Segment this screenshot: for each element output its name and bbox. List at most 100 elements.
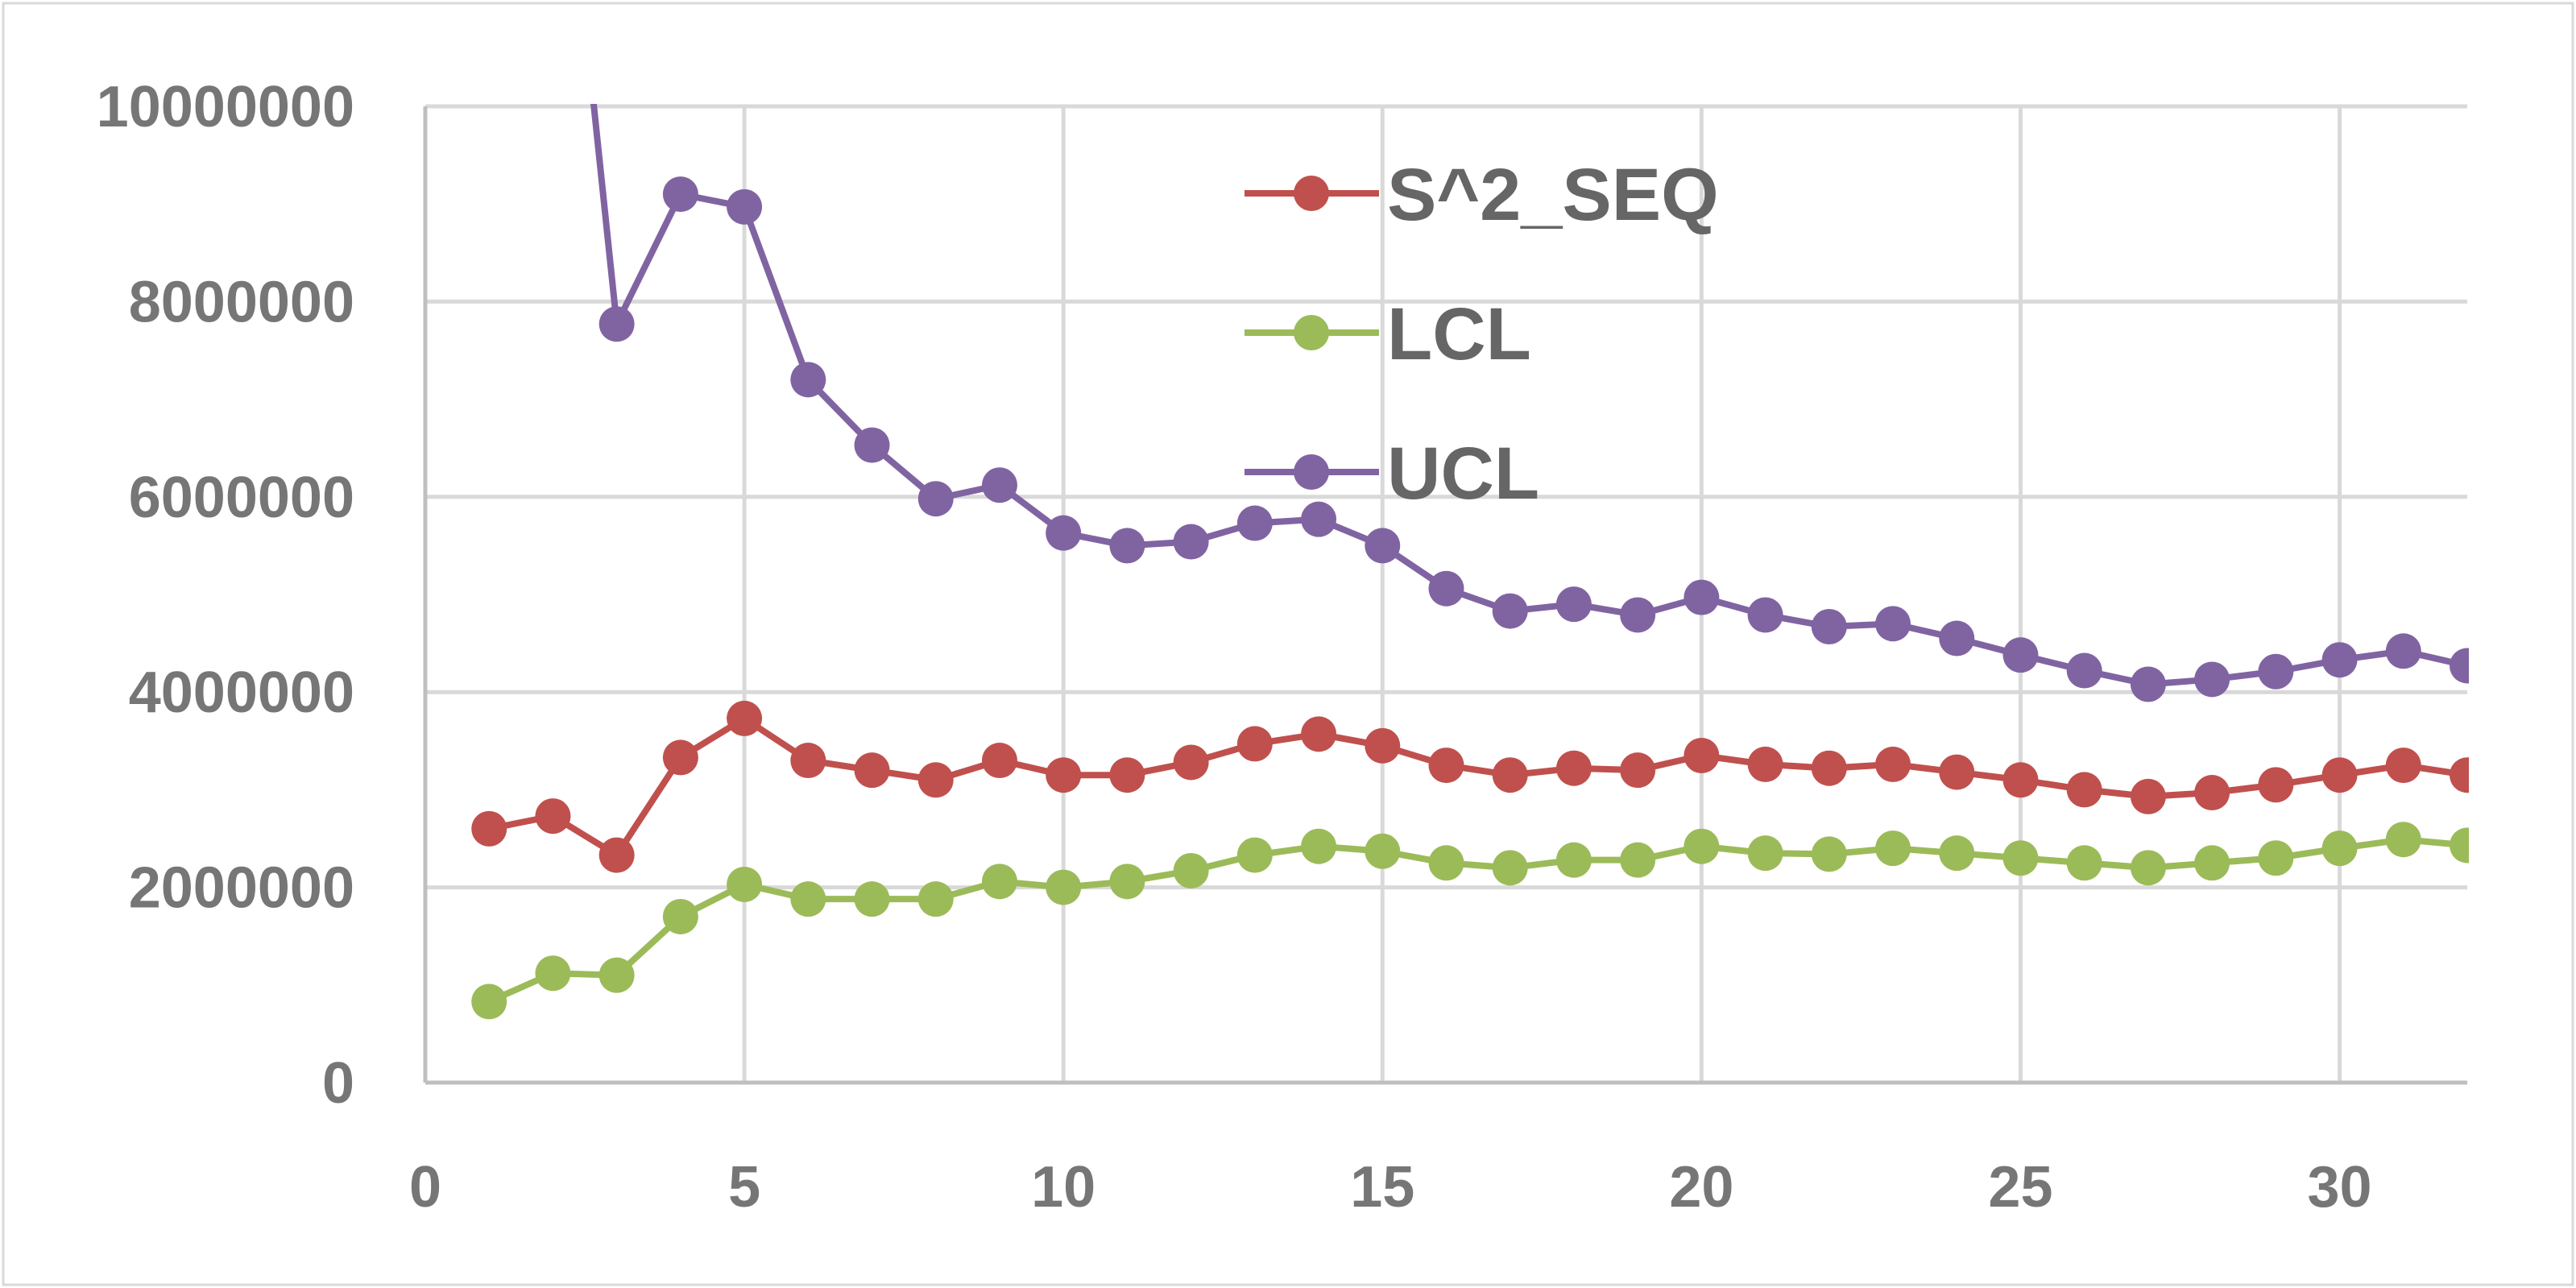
data-point-s-2-seq xyxy=(1875,746,1911,782)
data-point-ucl xyxy=(2258,653,2294,690)
y-tick-label: 6000000 xyxy=(129,466,354,530)
data-point-ucl xyxy=(2066,652,2102,689)
data-point-ucl xyxy=(981,467,1017,503)
data-point-ucl xyxy=(2002,637,2039,673)
legend-label-lcl: LCL xyxy=(1387,293,1531,375)
data-point-ucl xyxy=(2450,648,2469,684)
legend-label-s-2-seq: S^2_SEQ xyxy=(1387,154,1719,236)
x-tick-label: 10 xyxy=(1031,1155,1095,1220)
y-tick-label: 0 xyxy=(322,1051,354,1116)
data-point-lcl xyxy=(2002,840,2039,876)
y-tick-label: 8000000 xyxy=(129,270,354,334)
data-point-ucl xyxy=(1046,515,1082,551)
data-point-lcl xyxy=(2130,850,2166,886)
data-point-lcl xyxy=(1811,836,1847,872)
data-point-s-2-seq xyxy=(2385,748,2421,784)
data-point-s-2-seq xyxy=(2002,762,2039,798)
data-point-s-2-seq xyxy=(727,700,763,736)
data-point-ucl xyxy=(2321,642,2358,678)
data-point-ucl xyxy=(1875,606,1911,642)
data-point-s-2-seq xyxy=(917,762,954,798)
data-point-lcl xyxy=(1875,830,1911,867)
data-point-lcl xyxy=(1747,835,1783,872)
data-point-ucl xyxy=(1620,597,1656,633)
data-point-s-2-seq xyxy=(981,743,1017,779)
data-point-lcl xyxy=(917,881,954,917)
data-point-s-2-seq xyxy=(1811,750,1847,786)
data-point-lcl xyxy=(1365,833,1401,869)
data-point-s-2-seq xyxy=(2130,778,2166,814)
data-point-lcl xyxy=(1555,842,1592,878)
data-point-ucl xyxy=(727,188,763,225)
data-point-s-2-seq xyxy=(1173,744,1209,781)
data-point-lcl xyxy=(1301,828,1337,864)
data-point-s-2-seq xyxy=(2258,767,2294,803)
data-point-lcl xyxy=(2450,827,2469,863)
data-point-lcl xyxy=(727,866,763,902)
data-point-ucl xyxy=(1236,505,1273,541)
data-point-ucl xyxy=(917,481,954,517)
y-tick-label: 4000000 xyxy=(129,661,354,725)
data-point-lcl xyxy=(1684,828,1720,864)
data-point-lcl xyxy=(2321,830,2358,867)
data-point-s-2-seq xyxy=(1747,746,1783,782)
x-tick-label: 25 xyxy=(1988,1155,2052,1220)
data-point-ucl xyxy=(1301,501,1337,537)
data-point-ucl xyxy=(598,306,635,342)
data-point-lcl xyxy=(2385,822,2421,858)
data-point-ucl xyxy=(2194,661,2230,698)
legend-marker-s-2-seq xyxy=(1294,176,1329,211)
data-point-s-2-seq xyxy=(1620,752,1656,789)
legend-item-lcl: LCL xyxy=(1245,293,1531,375)
series-ucl xyxy=(590,104,2469,702)
data-point-s-2-seq xyxy=(1939,754,1975,790)
data-point-ucl xyxy=(1492,593,1528,629)
data-point-lcl xyxy=(1236,837,1273,873)
data-point-s-2-seq xyxy=(1301,716,1337,752)
data-point-lcl xyxy=(471,984,507,1020)
data-point-s-2-seq xyxy=(854,752,890,789)
data-point-s-2-seq xyxy=(790,743,826,779)
legend-item-s-2-seq: S^2_SEQ xyxy=(1245,154,1719,236)
data-point-lcl xyxy=(2258,840,2294,876)
data-point-ucl xyxy=(1811,608,1847,644)
x-tick-label: 15 xyxy=(1350,1155,1414,1220)
x-tick-label: 20 xyxy=(1669,1155,1733,1220)
data-point-ucl xyxy=(1747,597,1783,633)
data-point-lcl xyxy=(1492,850,1528,886)
data-point-lcl xyxy=(535,955,571,992)
x-tick-label: 0 xyxy=(409,1155,441,1220)
data-point-s-2-seq xyxy=(1365,727,1401,764)
series-layer xyxy=(471,104,2469,1020)
data-point-s-2-seq xyxy=(1046,757,1082,793)
data-point-s-2-seq xyxy=(1492,757,1528,793)
axes xyxy=(423,106,2467,1085)
data-point-s-2-seq xyxy=(662,739,698,776)
y-tick-label: 2000000 xyxy=(129,856,354,921)
data-point-ucl xyxy=(1365,528,1401,564)
data-point-lcl xyxy=(598,957,635,993)
data-point-ucl xyxy=(2385,633,2421,669)
data-point-lcl xyxy=(1620,842,1656,878)
data-point-ucl xyxy=(1939,620,1975,656)
x-tick-label: 30 xyxy=(2308,1155,2372,1220)
data-point-lcl xyxy=(2066,845,2102,881)
data-point-lcl xyxy=(1173,852,1209,888)
data-point-lcl xyxy=(1939,835,1975,872)
data-point-ucl xyxy=(790,362,826,398)
legend-marker-lcl xyxy=(1294,315,1329,350)
data-point-ucl xyxy=(2130,666,2166,702)
data-point-s-2-seq xyxy=(1428,748,1464,784)
legend-label-ucl: UCL xyxy=(1387,433,1539,515)
series-lcl xyxy=(471,822,2469,1020)
data-point-lcl xyxy=(1046,869,1082,905)
data-point-ucl xyxy=(1684,579,1720,615)
x-axis-tick-labels: 0 5 10 15 20 25 30 xyxy=(409,1155,2372,1220)
data-point-lcl xyxy=(2194,845,2230,881)
data-point-s-2-seq xyxy=(2066,772,2102,808)
series-s-2-seq xyxy=(471,700,2469,873)
data-point-ucl xyxy=(1555,586,1592,623)
data-point-lcl xyxy=(1428,845,1464,881)
data-point-s-2-seq xyxy=(1555,750,1592,786)
